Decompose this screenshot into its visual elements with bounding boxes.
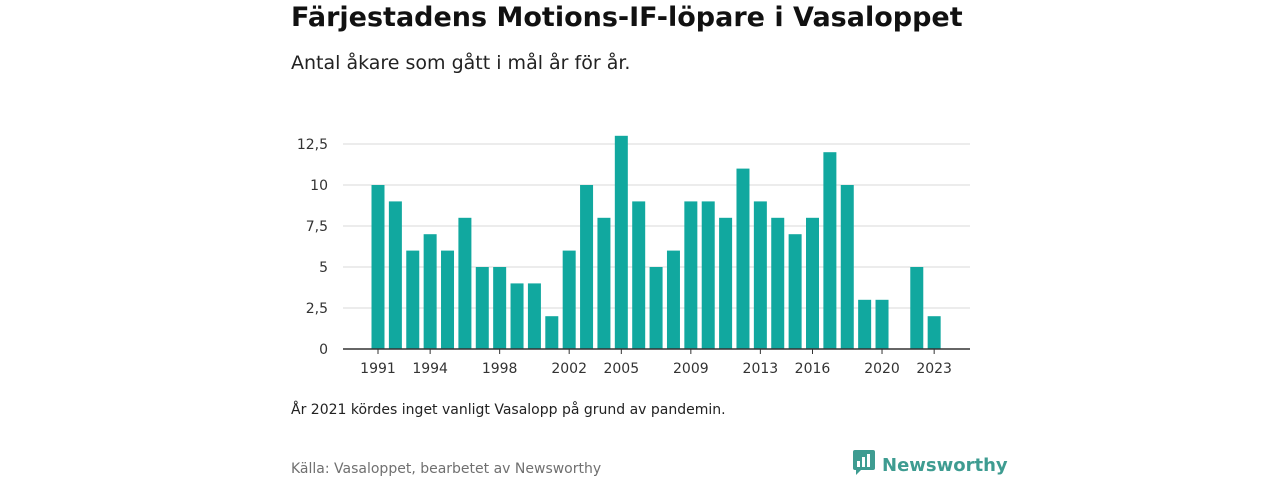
- chart-subtitle: Antal åkare som gått i mål år för år.: [291, 52, 631, 74]
- brand-logo: Newsworthy: [853, 450, 1008, 480]
- bar-2019: [858, 299, 872, 349]
- bar-2006: [632, 201, 646, 349]
- bar-2003: [580, 185, 594, 349]
- bar-2005: [614, 135, 628, 349]
- source-credit: Källa: Vasaloppet, bearbetet av Newswort…: [291, 461, 602, 477]
- x-tick-label: 2020: [864, 361, 900, 377]
- bar-chart-bubble-icon: [853, 450, 875, 480]
- bar-2017: [823, 152, 837, 349]
- bar-2014: [771, 217, 785, 349]
- x-tick-label: 1991: [360, 361, 396, 377]
- y-tick-label: 10: [310, 178, 328, 194]
- bar-2002: [562, 250, 576, 349]
- bar-1992: [388, 201, 402, 349]
- bar-1993: [406, 250, 420, 349]
- bar-2020: [875, 299, 889, 349]
- bar-1999: [510, 283, 524, 349]
- x-tick-label: 1994: [412, 361, 448, 377]
- y-tick-label: 2,5: [306, 301, 328, 317]
- bar-2018: [840, 185, 854, 349]
- bar-1998: [493, 267, 507, 349]
- bar-2015: [788, 234, 802, 349]
- bar-2013: [753, 201, 767, 349]
- bar-2011: [719, 217, 733, 349]
- bar-2012: [736, 168, 750, 349]
- y-tick-label: 5: [319, 260, 328, 276]
- bar-2010: [701, 201, 715, 349]
- bar-2004: [597, 217, 611, 349]
- x-tick-label: 2023: [916, 361, 952, 377]
- x-tick-label: 1998: [482, 361, 518, 377]
- bar-1997: [475, 267, 489, 349]
- chart-title: Färjestadens Motions-IF-löpare i Vasalop…: [291, 2, 963, 33]
- bar-1995: [441, 250, 455, 349]
- bar-2016: [806, 217, 819, 349]
- bar-chart: 0 2,5 5 7,5 10 12,5 1991 1994 1998 2002 2005 2009 20…: [297, 135, 970, 377]
- x-tick-label: 2005: [603, 361, 639, 377]
- x-tick-label: 2013: [743, 361, 779, 377]
- x-tick-label: 2016: [795, 361, 831, 377]
- bar-2000: [527, 283, 541, 349]
- y-tick-label: 7,5: [306, 219, 328, 235]
- bar-2023: [927, 316, 941, 349]
- bar-2007: [649, 267, 663, 349]
- x-tick-label: 2009: [673, 361, 709, 377]
- y-tick-label: 12,5: [297, 137, 328, 153]
- x-tick-label: 2002: [551, 361, 587, 377]
- bar-2001: [545, 316, 559, 349]
- brand-name: Newsworthy: [882, 454, 1008, 476]
- bar-2008: [666, 250, 680, 349]
- bar-1994: [423, 234, 437, 349]
- bar-1996: [458, 217, 472, 349]
- y-tick-label: 0: [319, 342, 328, 358]
- chart-note: År 2021 kördes inget vanligt Vasalopp på…: [291, 402, 726, 418]
- bar-1991: [371, 185, 385, 349]
- bar-2022: [910, 267, 924, 349]
- bar-2009: [684, 201, 698, 349]
